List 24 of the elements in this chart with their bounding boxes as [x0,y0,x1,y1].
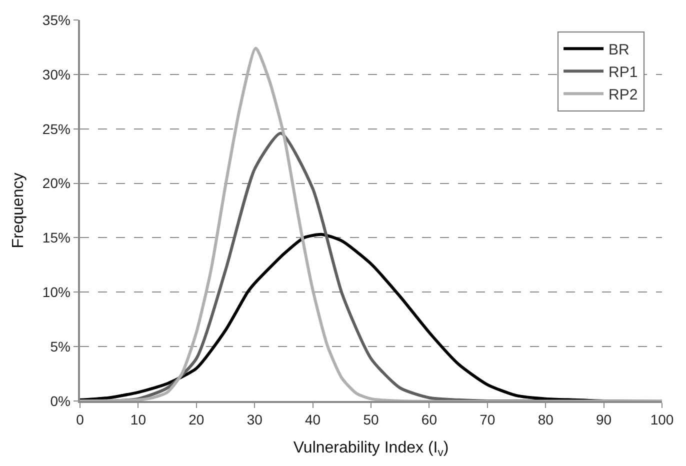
x-tick-label: 60 [421,412,438,428]
legend-label: RP2 [608,86,638,104]
x-tick-label: 100 [650,412,674,428]
x-tick-label: 50 [363,412,379,428]
x-tick-label: 0 [76,412,84,428]
y-axis-title: Frequency [10,172,27,248]
x-tick-label: 30 [246,412,263,428]
y-tick-label: 30% [42,66,70,82]
x-tick-label: 90 [596,412,612,428]
x-tick-label: 80 [538,412,554,428]
y-tick-label: 35% [42,12,70,28]
legend-label: RP1 [608,64,638,82]
y-tick-label: 5% [50,338,70,354]
x-tick-label: 70 [480,412,496,428]
y-tick-label: 15% [42,230,70,246]
x-tick-label: 20 [188,412,204,428]
x-tick-label: 10 [130,412,146,428]
x-axis-title: Vulnerability Index (I$_{v}$) [293,440,449,460]
legend-label: BR [608,42,630,59]
x-tick-label: 40 [305,412,321,428]
y-tick-label: 25% [42,120,70,137]
y-tick-label: 0% [50,392,70,409]
y-tick-label: 20% [42,175,70,192]
y-tick-label: 10% [42,284,70,300]
